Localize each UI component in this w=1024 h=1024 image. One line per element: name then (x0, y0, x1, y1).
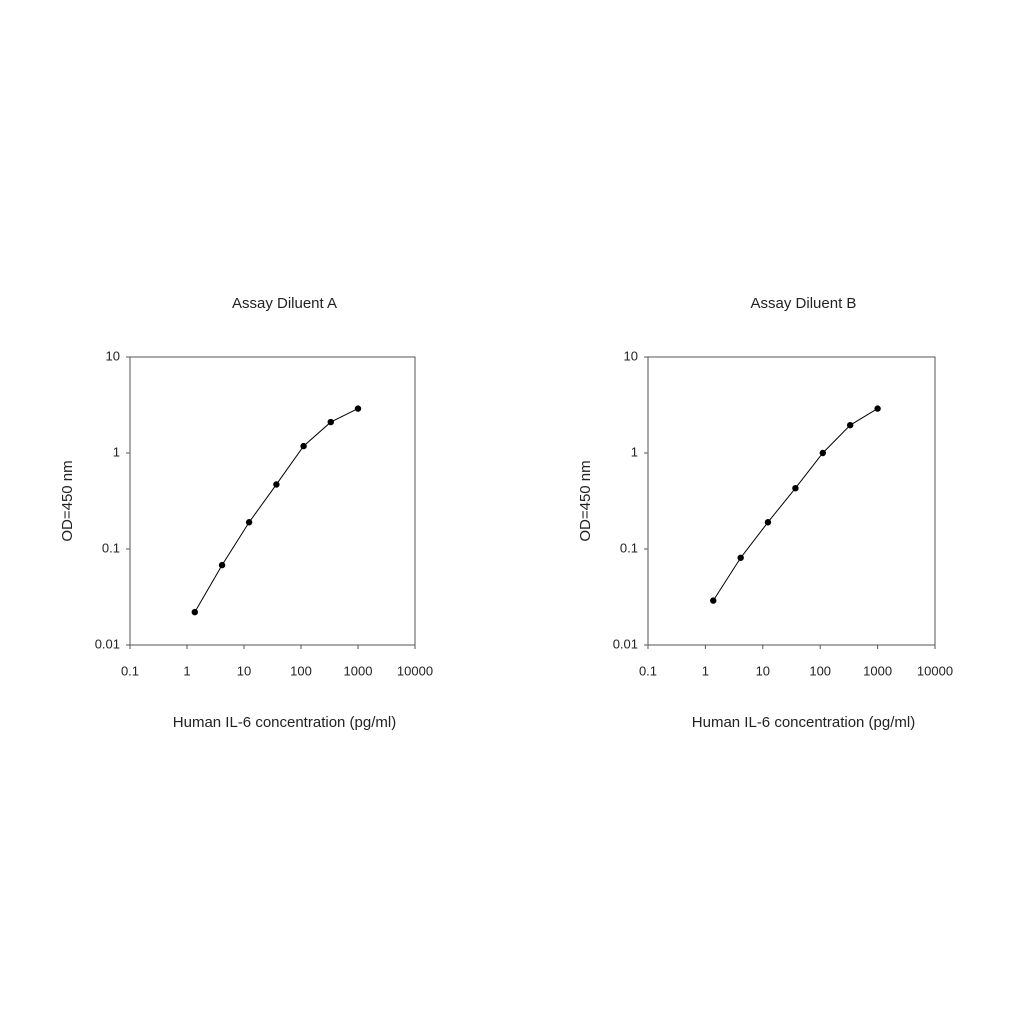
x-tick-label: 100 (290, 663, 312, 678)
y-tick-label: 10 (624, 348, 638, 363)
chart-title: Assay Diluent B (751, 295, 857, 312)
y-tick-label: 1 (631, 444, 638, 459)
x-tick-label: 10000 (917, 663, 953, 678)
data-point (737, 554, 744, 561)
x-tick-label: 0.1 (639, 663, 657, 678)
plot-frame (647, 356, 936, 646)
x-tick-label: 1000 (863, 663, 892, 678)
x-tick-label: 10000 (397, 663, 433, 678)
data-point (874, 405, 881, 412)
y-tick-label: 0.1 (620, 540, 638, 555)
y-tick-label: 0.01 (613, 636, 638, 651)
x-tick-label: 1 (183, 663, 190, 678)
y-tick-label: 1 (113, 444, 120, 459)
data-point (300, 442, 307, 450)
x-axis-label: Human IL-6 concentration (pg/ml) (173, 714, 396, 731)
x-tick-label: 10 (756, 663, 770, 678)
data-point (792, 484, 799, 492)
x-tick-label: 1 (702, 663, 709, 678)
x-axis-label: Human IL-6 concentration (pg/ml) (692, 714, 915, 731)
x-tick-label: 0.1 (121, 663, 139, 678)
data-point (819, 449, 827, 457)
data-point (245, 519, 253, 526)
data-point (327, 418, 334, 426)
x-tick-label: 10 (237, 663, 251, 678)
data-point (218, 561, 226, 569)
y-axis-label: OD=450 nm (59, 460, 76, 541)
y-tick-label: 0.1 (102, 540, 120, 555)
plot-frame (129, 356, 416, 646)
x-tick-label: 1000 (344, 663, 373, 678)
data-point (846, 421, 854, 429)
y-axis-label: OD=450 nm (577, 460, 594, 541)
data-line (194, 408, 359, 613)
data-point (710, 597, 717, 604)
data-point (191, 608, 198, 616)
data-point (273, 481, 280, 488)
chart-title: Assay Diluent A (232, 295, 337, 312)
y-tick-label: 0.01 (95, 636, 120, 651)
y-tick-label: 10 (106, 348, 120, 363)
data-point (764, 519, 772, 526)
data-point (354, 405, 362, 412)
data-line (712, 408, 878, 601)
x-tick-label: 100 (809, 663, 831, 678)
